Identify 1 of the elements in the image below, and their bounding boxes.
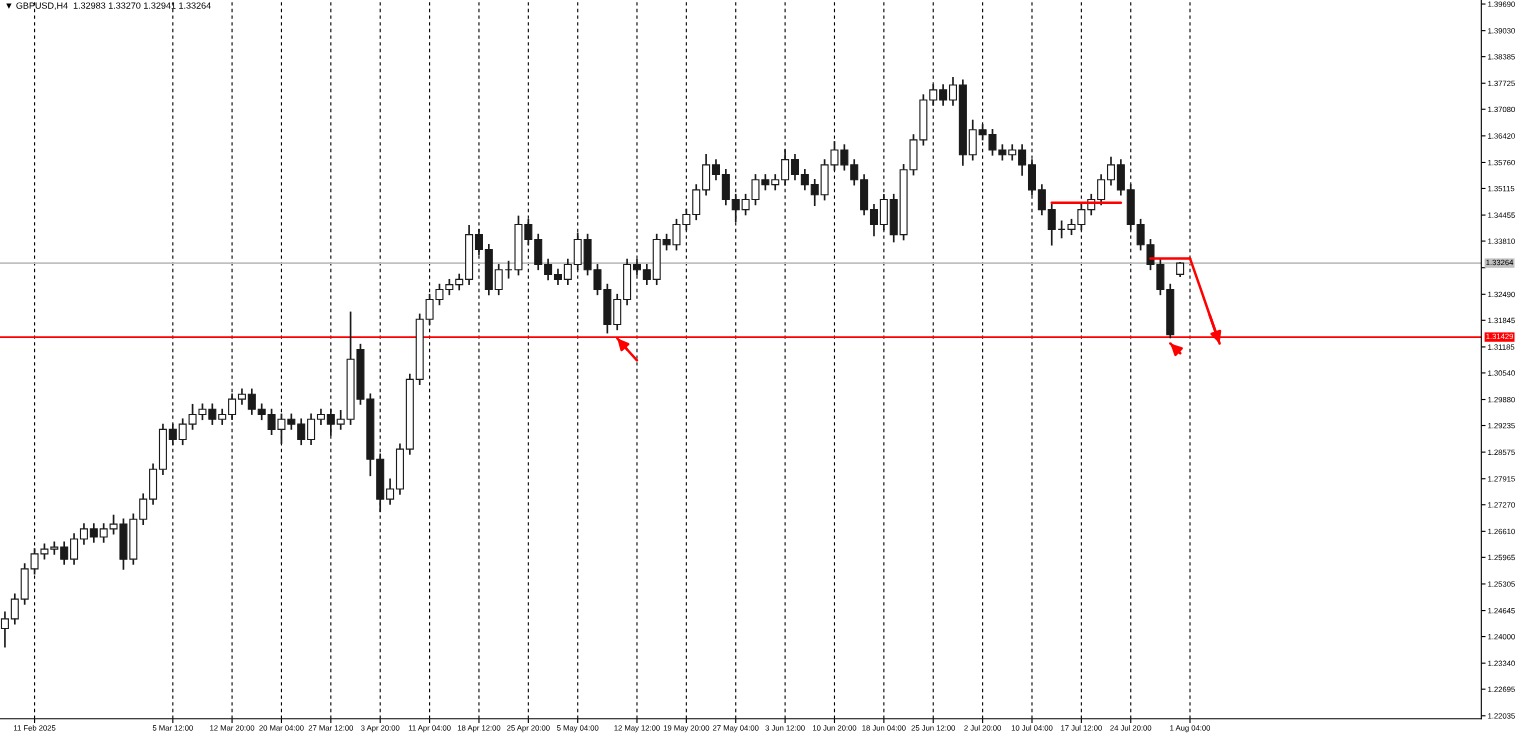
chart-title: ▼ GBPUSD,H4 1.32983 1.33270 1.32941 1.33264 (6, 2, 211, 10)
